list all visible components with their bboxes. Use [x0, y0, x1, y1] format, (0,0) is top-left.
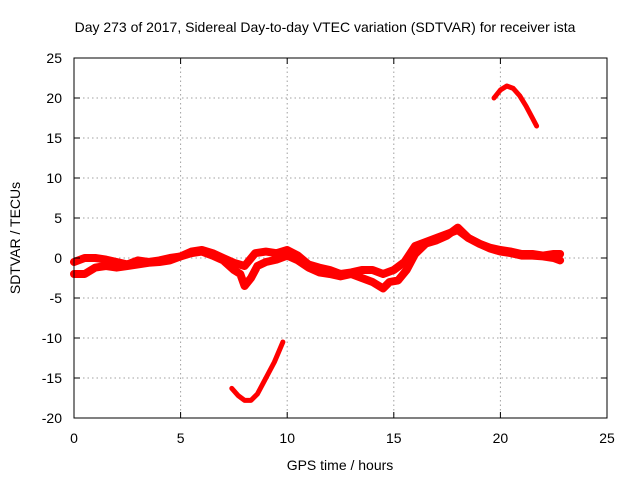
- tick-labels: 0 5 10 15 20 25 -20 -15 -10 -5 0 5 10 15 20 25: [42, 50, 615, 446]
- y-tick-label: 20: [46, 90, 62, 106]
- axis-ticks: [73, 57, 608, 419]
- series-positive-excursion: [491, 83, 540, 129]
- plot-frame: [73, 57, 608, 419]
- x-tick-label: 10: [279, 430, 295, 446]
- series-main-band-lower: [70, 223, 565, 293]
- x-tick-label: 5: [177, 430, 185, 446]
- y-tick-label: 25: [46, 50, 62, 66]
- series-negative-excursion: [229, 339, 286, 403]
- data-series: [70, 83, 565, 403]
- y-tick-label: 0: [54, 250, 62, 266]
- x-tick-label: 25: [599, 430, 615, 446]
- grid-lines: [74, 58, 607, 418]
- y-tick-label: 5: [54, 210, 62, 226]
- x-tick-label: 15: [386, 430, 402, 446]
- x-tick-label: 20: [493, 430, 509, 446]
- y-tick-label: -10: [42, 330, 62, 346]
- y-tick-label: 10: [46, 170, 62, 186]
- x-axis-label: GPS time / hours: [287, 457, 394, 473]
- chart-title: Day 273 of 2017, Sidereal Day-to-day VTE…: [75, 19, 576, 35]
- y-tick-label: -5: [50, 290, 63, 306]
- y-axis-label: SDTVAR / TECUs: [7, 182, 23, 294]
- y-tick-label: 15: [46, 130, 62, 146]
- x-tick-label: 0: [70, 430, 78, 446]
- y-tick-label: -15: [42, 370, 62, 386]
- y-tick-label: -20: [42, 410, 62, 426]
